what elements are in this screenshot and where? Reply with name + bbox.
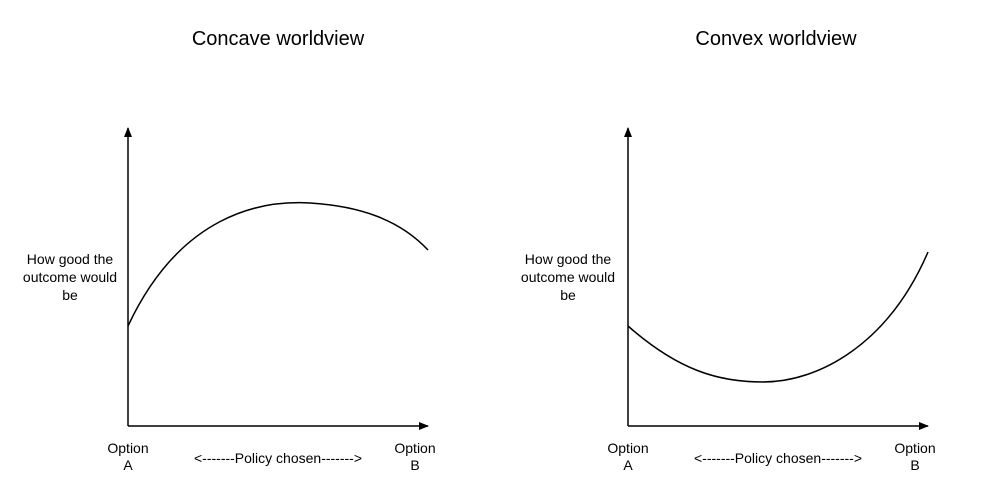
option-a-label: Option A	[607, 440, 649, 473]
concave-diagram	[124, 127, 429, 430]
option-b-label: Option B	[894, 440, 936, 473]
convex-panel: Convex worldview How good the outcome wo…	[498, 0, 993, 498]
x-axis-label: <-------Policy chosen------->	[694, 450, 862, 466]
concave-panel: Concave worldview How good the outcome w…	[0, 0, 496, 498]
option-b-label: Option B	[394, 440, 436, 473]
panel-title: Convex worldview	[695, 28, 857, 50]
convex-curve	[627, 251, 929, 383]
y-axis-label: How good the outcome would be	[520, 251, 616, 303]
panel-title: Concave worldview	[191, 28, 365, 50]
x-axis-label: <-------Policy chosen------->	[194, 450, 362, 466]
y-axis-label: How good the outcome would be	[22, 251, 118, 303]
convex-diagram	[624, 127, 929, 430]
concave-curve	[127, 201, 429, 327]
option-a-label: Option A	[107, 440, 149, 473]
